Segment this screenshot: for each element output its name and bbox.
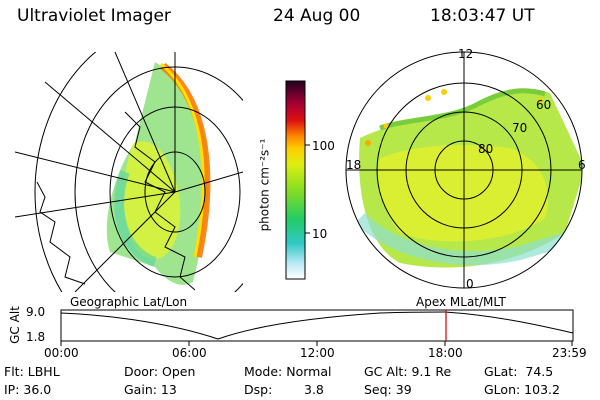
time-label: 18:03:47 UT (430, 6, 535, 26)
geographic-image-panel (15, 52, 243, 292)
time-ticks (60, 341, 573, 346)
aurora-low-band (114, 170, 157, 267)
glat-info: GLat: 74.5 (484, 364, 554, 379)
time-tick-06: 06:00 (172, 346, 207, 360)
colorbar-tick-label-100: 100 (312, 139, 335, 153)
polar-bright-spots (365, 89, 543, 146)
ip-info: IP: 36.0 (4, 382, 52, 397)
mlat-label-70: 70 (512, 121, 528, 135)
polar-grid (345, 51, 583, 289)
glon-info: GLon: 103.2 (484, 382, 560, 397)
time-tick-18: 18:00 (428, 346, 463, 360)
polar-aurora-poleward-edge (379, 88, 546, 131)
polar-aurora-core (378, 145, 549, 242)
filter-info: Flt: LBHL (4, 364, 60, 379)
seq-info: Seq: 39 (364, 382, 412, 397)
mlt-label-6: 6 (578, 158, 586, 172)
altitude-axis-label: GC Alt (7, 306, 22, 344)
colorbar-scale (285, 80, 306, 280)
colorbar (285, 80, 310, 280)
altitude-tick-9: 9.0 (26, 305, 46, 319)
gc-alt-info: GC Alt: 9.1 Re (364, 364, 452, 379)
dsp-label: Dsp: (244, 382, 273, 397)
mlt-label-12: 12 (458, 47, 474, 61)
altitude-plot-frame (60, 309, 574, 342)
mode-info: Mode: Normal (244, 364, 332, 379)
geo-panel-caption: Geographic Lat/Lon (70, 295, 188, 309)
mlt-label-0: 0 (466, 277, 474, 291)
polar-image-panel (345, 51, 583, 289)
instrument-title: Ultraviolet Imager (17, 6, 171, 26)
colorbar-tick-label-10: 10 (312, 227, 328, 241)
mlt-label-18: 18 (346, 158, 362, 172)
dsp-value: 3.8 (304, 382, 324, 397)
time-tick-12: 12:00 (300, 346, 335, 360)
altitude-trace-solid (60, 311, 446, 340)
polar-panel-caption: Apex MLat/MLT (416, 295, 506, 309)
gain-info: Gain: 13 (124, 382, 177, 397)
coastline (36, 111, 196, 291)
altitude-tick-1_8: 1.8 (26, 330, 46, 344)
aurora-arc-edge (160, 62, 205, 258)
colorbar-unit-label: photon cm⁻²s⁻¹ (257, 138, 272, 232)
time-tick-2359: 23:59 (552, 346, 587, 360)
polar-aurora-edge (355, 212, 573, 266)
altitude-plot (60, 309, 574, 346)
mlat-label-60: 60 (536, 98, 552, 112)
mlat-label-80: 80 (478, 142, 494, 156)
altitude-trace-predicted (444, 311, 574, 334)
door-info: Door: Open (124, 364, 196, 379)
time-tick-00: 00:00 (44, 346, 79, 360)
date-label: 24 Aug 00 (273, 6, 361, 26)
